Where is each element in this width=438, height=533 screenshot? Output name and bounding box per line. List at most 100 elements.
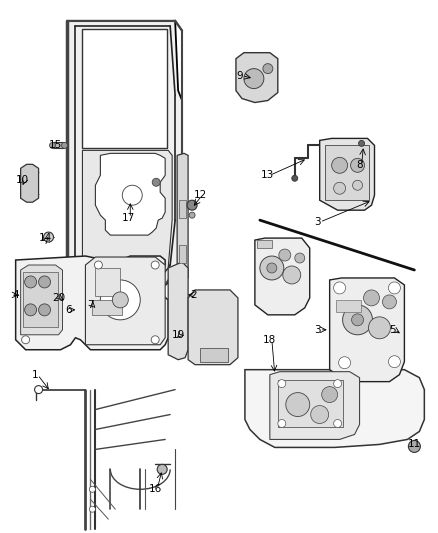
Circle shape [95,261,102,269]
Polygon shape [320,139,374,210]
Text: 16: 16 [148,484,162,494]
Text: 12: 12 [194,190,207,200]
Bar [179,245,186,263]
Text: 7: 7 [87,300,94,310]
Circle shape [151,261,159,269]
Circle shape [283,266,301,284]
Circle shape [389,282,400,294]
Circle shape [334,379,342,387]
Circle shape [43,232,53,242]
Circle shape [286,393,310,416]
Polygon shape [188,290,238,365]
Text: 4: 4 [12,290,19,300]
Text: 20: 20 [52,293,65,303]
Polygon shape [270,372,360,439]
Polygon shape [21,265,63,335]
Circle shape [39,304,50,316]
Polygon shape [67,21,182,285]
Bar [82,29,167,148]
Circle shape [334,182,346,194]
Circle shape [359,140,364,147]
Circle shape [61,142,67,148]
Circle shape [21,336,30,344]
Circle shape [189,212,195,218]
Circle shape [151,336,159,344]
Bar [95,268,120,296]
Text: 8: 8 [356,160,363,171]
Polygon shape [177,154,188,280]
Circle shape [352,314,364,326]
Circle shape [278,419,286,427]
Polygon shape [95,154,165,235]
Circle shape [267,263,277,273]
Polygon shape [16,256,168,350]
Circle shape [244,69,264,88]
Circle shape [100,280,140,320]
Text: 18: 18 [263,335,276,345]
Circle shape [295,253,305,263]
Polygon shape [85,257,165,345]
Circle shape [157,464,167,474]
Circle shape [89,506,95,512]
Text: 19: 19 [172,330,185,340]
Circle shape [279,249,291,261]
Bar [53,142,64,148]
Circle shape [89,486,95,492]
Circle shape [260,256,284,280]
Bar [179,200,186,218]
Circle shape [35,385,42,393]
Bar [23,272,57,327]
Circle shape [25,276,37,288]
Circle shape [350,158,364,172]
Circle shape [334,419,342,427]
Text: 9: 9 [237,70,243,80]
Text: 17: 17 [122,213,135,223]
Bar [257,240,272,248]
Text: 15: 15 [49,140,62,150]
Circle shape [311,406,328,424]
Circle shape [353,180,363,190]
Circle shape [339,357,350,369]
Text: 3: 3 [314,217,321,227]
Bar [200,348,228,362]
Text: 11: 11 [408,439,421,449]
Polygon shape [245,370,424,447]
Circle shape [152,178,160,186]
Circle shape [122,185,142,205]
Text: 6: 6 [65,305,72,315]
Circle shape [334,282,346,294]
Text: 14: 14 [39,233,52,243]
Circle shape [321,386,338,402]
Bar [278,379,343,427]
Text: 3: 3 [314,325,321,335]
Polygon shape [168,262,188,360]
Circle shape [389,356,400,368]
Circle shape [49,142,56,148]
Polygon shape [330,278,404,382]
Circle shape [278,379,286,387]
Circle shape [332,157,348,173]
Circle shape [39,276,50,288]
Circle shape [25,304,37,316]
Bar [325,146,368,200]
Circle shape [292,175,298,181]
Bar [336,300,360,312]
Circle shape [382,295,396,309]
Circle shape [364,290,379,306]
Polygon shape [21,164,39,202]
Circle shape [187,200,197,210]
Circle shape [368,317,390,339]
Polygon shape [82,150,172,276]
Text: 13: 13 [261,170,275,180]
Polygon shape [255,238,310,315]
Text: 1: 1 [32,370,39,379]
Polygon shape [236,53,278,102]
Circle shape [343,305,372,335]
Bar [92,300,122,315]
Text: 5: 5 [389,325,396,335]
Circle shape [408,440,420,453]
Circle shape [112,292,128,308]
Circle shape [263,63,273,74]
Text: 2: 2 [190,290,196,300]
Text: 10: 10 [16,175,29,185]
